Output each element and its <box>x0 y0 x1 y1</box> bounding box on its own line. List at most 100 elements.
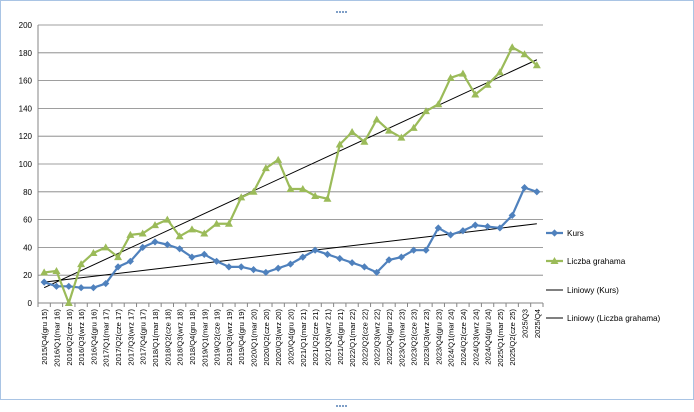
data-point <box>175 232 184 240</box>
x-tick-label: 2017/Q2(cze 17) <box>114 309 123 366</box>
top-resize-handle[interactable] <box>336 0 348 13</box>
data-point <box>40 268 49 276</box>
data-point <box>508 43 517 51</box>
x-tick-label: 2015/Q4(gru 15) <box>40 309 49 365</box>
x-tick-label: 2020/Q1(mar 20) <box>250 309 259 367</box>
data-point <box>533 188 541 196</box>
data-point <box>89 284 98 292</box>
data-point <box>77 260 86 268</box>
data-point <box>373 268 381 277</box>
data-point <box>409 123 418 131</box>
data-point <box>410 246 418 254</box>
x-tick-label: 2018/Q2(cze 18) <box>163 309 172 366</box>
y-tick-label: 180 <box>19 49 33 58</box>
x-tick-label: 2025/Q1(mar 25) <box>496 309 505 367</box>
y-tick-label: 200 <box>19 21 33 30</box>
data-point <box>126 257 134 265</box>
data-point <box>163 241 171 249</box>
data-point <box>139 243 147 251</box>
data-point <box>471 221 479 229</box>
data-point <box>286 260 295 268</box>
x-tick-label: 2024/Q1(mar 24) <box>447 309 456 367</box>
data-point <box>496 224 504 232</box>
x-tick-label: 2019/Q2(cze 19) <box>213 309 222 366</box>
data-point <box>187 225 196 233</box>
data-point <box>188 253 196 261</box>
data-point <box>299 253 307 261</box>
data-point <box>261 164 270 172</box>
data-point <box>458 69 467 77</box>
data-point <box>311 191 320 199</box>
data-point <box>323 250 332 258</box>
data-point <box>385 256 393 264</box>
data-point <box>237 263 245 271</box>
legend-entry[interactable]: Liczba grahama <box>546 257 626 266</box>
data-point <box>372 115 381 123</box>
line-chart: 0 20 40 60 80 100 120 140 160 180 200 2015/Q4(gru 1… <box>19 21 661 367</box>
x-tick-label: 2019/Q1(mar 19) <box>200 309 209 367</box>
data-point <box>101 243 110 251</box>
data-point <box>397 133 406 141</box>
data-point <box>151 238 159 246</box>
y-tick-label: 60 <box>23 216 32 225</box>
x-tick-label: 2016/Q3(wrz 16) <box>77 309 86 366</box>
data-point <box>434 100 443 108</box>
x-tick-label: 2025/Q4 <box>533 309 542 338</box>
gridlines <box>38 24 543 276</box>
data-point <box>274 155 283 163</box>
x-tick-label: 2025/Q3 <box>521 309 530 338</box>
x-tick-label: 2023/Q1(mar 23) <box>397 309 406 367</box>
x-tick-label: 2016/Q4(gru 16) <box>89 309 98 365</box>
data-point <box>508 211 516 220</box>
legend[interactable]: Kurs Liczba grahama Liniowy (Kurs) Liniowy … <box>546 229 661 323</box>
data-point <box>311 246 319 254</box>
series-line <box>43 186 538 289</box>
data-point <box>335 140 344 148</box>
data-point <box>434 224 442 232</box>
legend-entry[interactable]: Liniowy (Liczba grahama) <box>546 314 661 323</box>
bottom-resize-handle[interactable] <box>336 394 348 407</box>
x-tick-label: 2021/Q2(cze 21) <box>311 309 320 366</box>
legend-marker <box>550 257 559 264</box>
data-point <box>348 259 356 267</box>
data-point <box>40 278 48 286</box>
data-point <box>397 253 405 261</box>
data-point <box>52 282 61 290</box>
x-tick-label: 2024/Q4(gru 24) <box>484 309 493 365</box>
x-tick-label: 2016/Q1(mar 16) <box>52 309 61 367</box>
x-tick-label: 2021/Q3(wrz 21) <box>323 309 332 366</box>
x-tick-label: 2022/Q3(wrz 22) <box>373 309 382 366</box>
axes: 0 20 40 60 80 100 120 140 160 180 200 2015/Q4(gru 1… <box>19 21 544 367</box>
x-tick-label: 2018/Q1(mar 18) <box>151 309 160 367</box>
series <box>40 43 541 306</box>
x-tick-label: 2017/Q4(gru 17) <box>139 309 148 365</box>
legend-entry[interactable]: Liniowy (Kurs) <box>546 286 619 295</box>
data-point <box>336 254 344 263</box>
data-point <box>237 193 246 201</box>
x-tick-label: 2023/Q3(wrz 23) <box>422 309 431 366</box>
data-point <box>286 185 295 193</box>
data-point <box>360 263 369 271</box>
x-tick-label: 2018/Q3(wrz 18) <box>176 309 185 366</box>
data-point <box>520 184 529 192</box>
data-point <box>126 230 135 238</box>
x-tick-label: 2019/Q3(wrz 19) <box>225 309 234 366</box>
x-tick-label: 2016/Q2(cze 16) <box>65 309 74 366</box>
x-tick-label: 2020/Q4(gru 20) <box>287 309 296 365</box>
data-point <box>385 126 394 134</box>
data-point <box>459 227 467 235</box>
y-tick-label: 40 <box>23 243 32 252</box>
data-point <box>483 222 492 231</box>
x-tick-label: 2021/Q1(mar 21) <box>299 309 308 367</box>
data-point <box>446 73 455 81</box>
data-point <box>138 229 147 237</box>
x-tick-label: 2017/Q1(mar 17) <box>102 309 111 367</box>
x-tick-label: 2020/Q2(cze 20) <box>262 309 271 366</box>
data-point <box>65 282 73 290</box>
data-point <box>348 128 357 136</box>
data-point <box>532 61 541 69</box>
data-point <box>224 219 233 227</box>
data-point <box>421 107 430 115</box>
legend-entry[interactable]: Kurs <box>546 229 584 238</box>
